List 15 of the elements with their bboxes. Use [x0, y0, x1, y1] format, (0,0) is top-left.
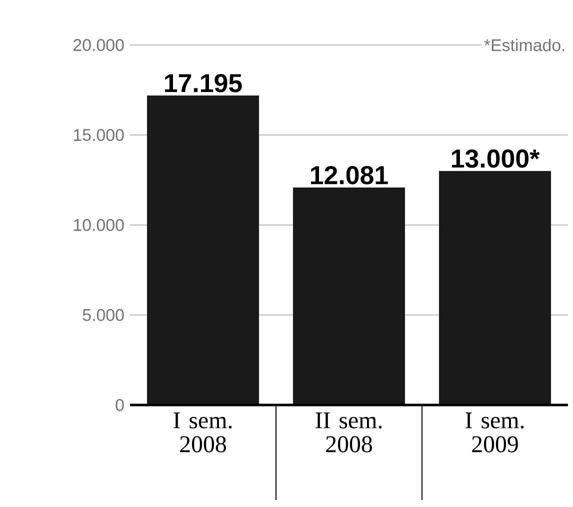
bar [293, 188, 406, 405]
x-tick-label: I sem. 2008 [174, 412, 232, 452]
data-label: 12.081 [311, 166, 388, 184]
y-tick-label: 5.000 [82, 309, 124, 321]
y-tick-label: 15.000 [74, 129, 124, 141]
y-tick-label: 10.000 [74, 219, 124, 231]
x-tick-label: I sem. 2009 [466, 412, 524, 452]
y-tick-label: 20.000 [74, 39, 124, 51]
data-label: 17.195 [165, 74, 242, 92]
y-tick-label: 0 [116, 399, 124, 411]
x-tick-label: II sem. 2008 [316, 412, 382, 452]
data-label: 13.000* [452, 149, 540, 168]
bar [439, 170, 552, 405]
annotation: *Estimado. [484, 38, 564, 52]
bar [147, 95, 260, 405]
